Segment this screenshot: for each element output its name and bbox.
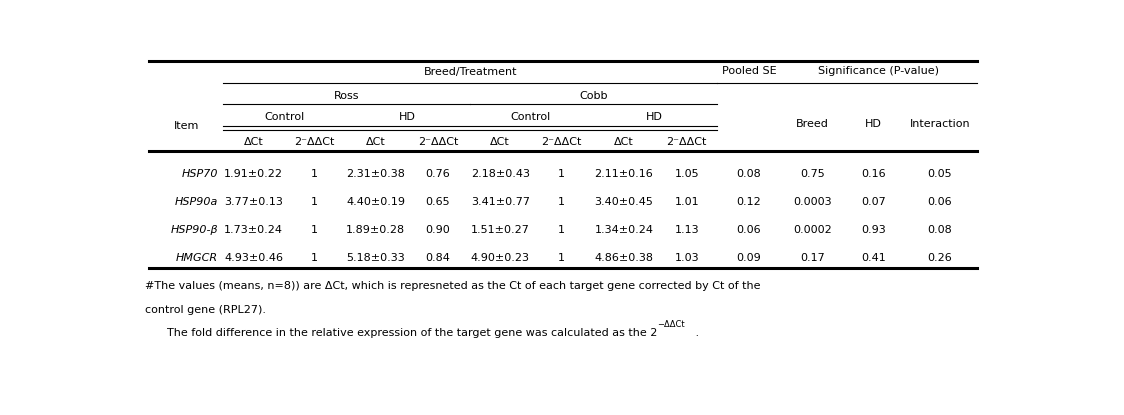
Text: 0.07: 0.07: [861, 197, 886, 207]
Text: HSP90-β: HSP90-β: [171, 225, 218, 235]
Text: 0.75: 0.75: [800, 168, 825, 179]
Text: 0.06: 0.06: [736, 225, 761, 235]
Text: 2⁻ΔΔCt: 2⁻ΔΔCt: [418, 137, 459, 147]
Text: 0.26: 0.26: [927, 253, 952, 263]
Text: 4.90±0.23: 4.90±0.23: [471, 253, 529, 263]
Text: 1.05: 1.05: [674, 168, 699, 179]
Text: Interaction: Interaction: [909, 119, 970, 129]
Text: 1: 1: [558, 168, 564, 179]
Text: .: .: [692, 328, 699, 338]
Text: ΔCt: ΔCt: [365, 137, 386, 147]
Text: 0.90: 0.90: [426, 225, 451, 235]
Text: 1.13: 1.13: [674, 225, 699, 235]
Text: 1: 1: [311, 197, 318, 207]
Text: 4.93±0.46: 4.93±0.46: [225, 253, 283, 263]
Text: Cobb: Cobb: [579, 91, 608, 101]
Text: 0.12: 0.12: [736, 197, 761, 207]
Text: 5.18±0.33: 5.18±0.33: [346, 253, 405, 263]
Text: HMGCR: HMGCR: [175, 253, 218, 263]
Text: 0.65: 0.65: [426, 197, 451, 207]
Text: 1.34±0.24: 1.34±0.24: [595, 225, 653, 235]
Text: #The values (means, n=8)) are ΔCt, which is represneted as the Ct of each target: #The values (means, n=8)) are ΔCt, which…: [145, 281, 760, 291]
Text: 0.0002: 0.0002: [794, 225, 832, 235]
Text: Breed/Treatment: Breed/Treatment: [424, 67, 517, 77]
Text: 2⁻ΔΔCt: 2⁻ΔΔCt: [541, 137, 581, 147]
Text: 4.40±0.19: 4.40±0.19: [346, 197, 405, 207]
Text: 2.18±0.43: 2.18±0.43: [471, 168, 529, 179]
Text: 1.51±0.27: 1.51±0.27: [471, 225, 529, 235]
Text: ΔCt: ΔCt: [614, 137, 634, 147]
Text: 0.93: 0.93: [861, 225, 886, 235]
Text: HSP90a: HSP90a: [174, 197, 218, 207]
Text: 2⁻ΔΔCt: 2⁻ΔΔCt: [667, 137, 707, 147]
Text: Control: Control: [510, 112, 551, 122]
Text: 3.40±0.45: 3.40±0.45: [595, 197, 653, 207]
Text: 1.01: 1.01: [674, 197, 699, 207]
Text: 0.05: 0.05: [927, 168, 952, 179]
Text: 2⁻ΔΔCt: 2⁻ΔΔCt: [294, 137, 335, 147]
Text: 1.91±0.22: 1.91±0.22: [225, 168, 283, 179]
Text: 0.08: 0.08: [736, 168, 761, 179]
Text: 1.03: 1.03: [674, 253, 699, 263]
Text: 3.77±0.13: 3.77±0.13: [225, 197, 283, 207]
Text: 0.17: 0.17: [800, 253, 825, 263]
Text: 1: 1: [558, 253, 564, 263]
Text: 1: 1: [311, 168, 318, 179]
Text: 0.0003: 0.0003: [794, 197, 832, 207]
Text: 0.16: 0.16: [861, 168, 886, 179]
Text: Item: Item: [173, 121, 199, 132]
Text: Pooled SE: Pooled SE: [722, 66, 777, 76]
Text: 1: 1: [558, 197, 564, 207]
Text: 0.06: 0.06: [927, 197, 952, 207]
Text: Ross: Ross: [334, 91, 360, 101]
Text: 0.09: 0.09: [736, 253, 761, 263]
Text: 1: 1: [311, 225, 318, 235]
Text: 1: 1: [311, 253, 318, 263]
Text: 4.86±0.38: 4.86±0.38: [595, 253, 653, 263]
Text: ΔCt: ΔCt: [490, 137, 510, 147]
Text: HD: HD: [865, 119, 882, 129]
Text: 2.11±0.16: 2.11±0.16: [595, 168, 653, 179]
Text: 2.31±0.38: 2.31±0.38: [346, 168, 405, 179]
Text: HSP70: HSP70: [182, 168, 218, 179]
Text: 1: 1: [558, 225, 564, 235]
Text: 0.08: 0.08: [927, 225, 952, 235]
Text: Control: Control: [264, 112, 305, 122]
Text: 0.76: 0.76: [426, 168, 451, 179]
Text: Breed: Breed: [796, 119, 830, 129]
Text: Significance (P-value): Significance (P-value): [818, 66, 940, 76]
Text: −ΔΔCt: −ΔΔCt: [658, 320, 685, 329]
Text: 0.41: 0.41: [861, 253, 886, 263]
Text: control gene (RPL27).: control gene (RPL27).: [145, 305, 266, 315]
Text: HD: HD: [646, 112, 663, 122]
Text: 1.73±0.24: 1.73±0.24: [225, 225, 283, 235]
Text: 1.89±0.28: 1.89±0.28: [346, 225, 406, 235]
Text: The fold difference in the relative expression of the target gene was calculated: The fold difference in the relative expr…: [166, 328, 658, 338]
Text: 0.84: 0.84: [426, 253, 451, 263]
Text: 3.41±0.77: 3.41±0.77: [471, 197, 529, 207]
Text: HD: HD: [399, 112, 416, 122]
Text: ΔCt: ΔCt: [244, 137, 264, 147]
